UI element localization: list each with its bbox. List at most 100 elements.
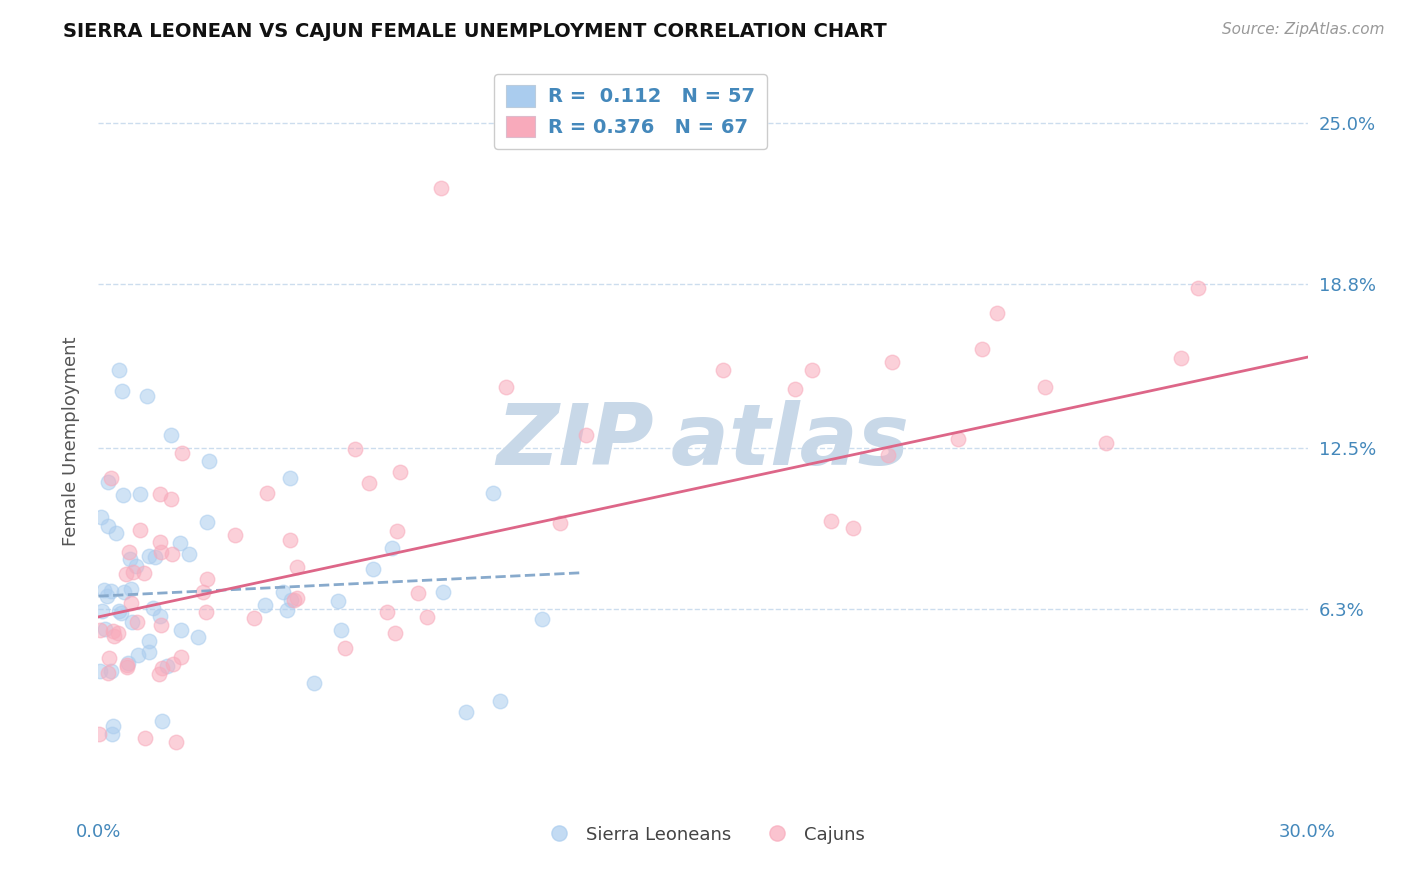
Point <box>121 565 143 579</box>
Point <box>149 534 172 549</box>
Point <box>117 656 139 670</box>
Point <box>842 520 865 534</box>
Point <box>177 547 200 561</box>
Point <box>430 181 453 195</box>
Point <box>160 428 183 442</box>
Point <box>166 734 188 748</box>
Point <box>115 658 138 673</box>
Text: Source: ZipAtlas.com: Source: ZipAtlas.com <box>1222 22 1385 37</box>
Point <box>162 657 184 672</box>
Point <box>877 449 900 463</box>
Point <box>115 660 138 674</box>
Point <box>375 605 398 619</box>
Point <box>384 625 406 640</box>
Point <box>335 640 357 655</box>
Point <box>946 433 969 447</box>
Point <box>148 666 170 681</box>
Point <box>156 658 179 673</box>
Point <box>160 547 183 561</box>
Point <box>800 363 823 377</box>
Point <box>93 582 115 597</box>
Point <box>100 727 122 741</box>
Point <box>170 446 193 460</box>
Point <box>387 524 409 539</box>
Point <box>357 476 380 491</box>
Point <box>280 593 302 607</box>
Point <box>256 486 278 500</box>
Point <box>170 623 193 637</box>
Point <box>195 515 218 529</box>
Point <box>285 559 308 574</box>
Point <box>283 593 305 607</box>
Point <box>96 589 118 603</box>
Point <box>149 609 172 624</box>
Point <box>193 585 215 599</box>
Point <box>495 380 517 394</box>
Point <box>138 634 160 648</box>
Point <box>242 611 264 625</box>
Point <box>278 471 301 485</box>
Point <box>90 509 112 524</box>
Point <box>107 363 129 377</box>
Point <box>142 601 165 615</box>
Point <box>93 622 115 636</box>
Point <box>97 519 120 533</box>
Point <box>89 624 111 638</box>
Point <box>276 603 298 617</box>
Point <box>575 428 598 442</box>
Point <box>108 603 131 617</box>
Point <box>986 305 1008 319</box>
Point <box>112 488 135 502</box>
Point <box>115 567 138 582</box>
Point <box>389 465 412 479</box>
Point <box>104 526 127 541</box>
Point <box>87 727 110 741</box>
Point <box>416 610 439 624</box>
Point <box>381 541 404 555</box>
Point <box>530 612 553 626</box>
Point <box>159 491 181 506</box>
Point <box>150 545 173 559</box>
Point <box>149 487 172 501</box>
Point <box>138 645 160 659</box>
Point <box>456 705 478 719</box>
Point <box>129 523 152 537</box>
Point <box>125 559 148 574</box>
Point <box>432 585 454 599</box>
Point <box>482 485 505 500</box>
Point <box>253 598 276 612</box>
Point <box>135 389 157 403</box>
Point <box>187 630 209 644</box>
Point <box>134 731 156 745</box>
Point <box>100 665 122 679</box>
Point <box>287 591 309 605</box>
Point <box>103 629 125 643</box>
Point <box>125 615 148 629</box>
Point <box>820 514 842 528</box>
Point <box>1170 351 1192 365</box>
Point <box>120 582 142 596</box>
Point <box>118 551 141 566</box>
Point <box>110 606 132 620</box>
Point <box>1033 379 1056 393</box>
Point <box>150 617 173 632</box>
Point <box>1094 436 1116 450</box>
Point <box>278 533 301 547</box>
Point <box>489 693 512 707</box>
Point <box>111 384 134 399</box>
Text: ZIP atlas: ZIP atlas <box>496 400 910 483</box>
Point <box>100 471 122 485</box>
Point <box>127 648 149 663</box>
Point <box>150 661 173 675</box>
Point <box>90 603 112 617</box>
Point <box>118 545 141 559</box>
Point <box>112 584 135 599</box>
Point <box>98 651 121 665</box>
Y-axis label: Female Unemployment: Female Unemployment <box>62 337 80 546</box>
Point <box>711 363 734 377</box>
Point <box>302 676 325 690</box>
Point <box>89 665 111 679</box>
Point <box>970 343 993 357</box>
Point <box>406 586 429 600</box>
Point <box>138 549 160 564</box>
